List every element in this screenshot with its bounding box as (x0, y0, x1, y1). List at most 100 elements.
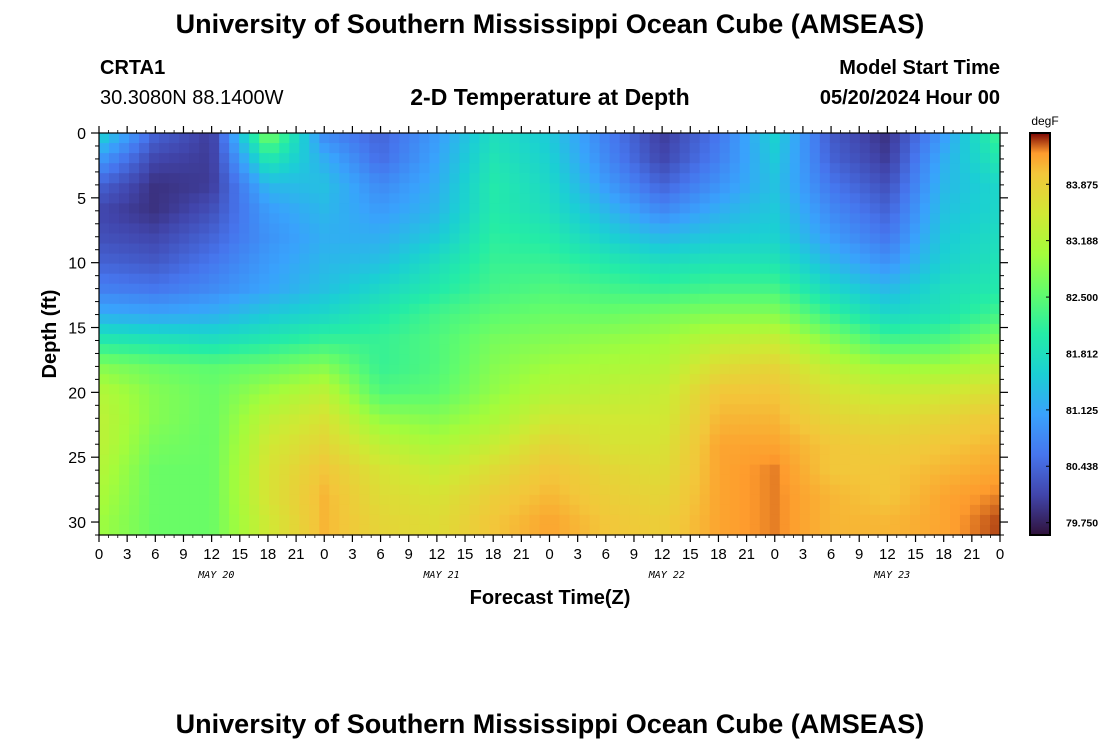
heatmap-cell (219, 454, 230, 466)
heatmap-cell (729, 253, 741, 265)
heatmap-cell (269, 273, 280, 285)
heatmap-cell (289, 364, 300, 375)
heatmap-cell (749, 394, 761, 405)
heatmap-cell (649, 354, 661, 365)
heatmap-cell (559, 273, 571, 285)
heatmap-cell (969, 213, 981, 225)
heatmap-cell (749, 233, 761, 245)
heatmap-cell (349, 243, 360, 255)
heatmap-cell (519, 414, 531, 426)
heatmap-cell (779, 223, 791, 235)
heatmap-cell (109, 203, 120, 214)
heatmap-cell (529, 223, 541, 235)
heatmap-cell (559, 354, 571, 365)
heatmap-cell (589, 464, 601, 476)
heatmap-cell (509, 444, 521, 456)
heatmap-cell (349, 494, 360, 506)
heatmap-cell (779, 514, 791, 526)
heatmap-cell (959, 374, 971, 385)
heatmap-cell (499, 474, 511, 486)
heatmap-cell (809, 444, 821, 456)
heatmap-cell (309, 414, 320, 426)
heatmap-cell (239, 223, 250, 235)
heatmap-cell (209, 394, 220, 405)
heatmap-cell (119, 364, 130, 375)
heatmap-cell (159, 344, 170, 355)
heatmap-cell (799, 173, 811, 184)
heatmap-cell (289, 454, 300, 466)
heatmap-cell (599, 414, 611, 426)
heatmap-cell (909, 233, 921, 245)
heatmap-cell (199, 464, 210, 476)
heatmap-cell (109, 404, 120, 415)
heatmap-cell (819, 494, 831, 506)
heatmap-cell (779, 524, 791, 536)
heatmap-cell (599, 323, 611, 335)
heatmap-cell (499, 173, 511, 184)
heatmap-cell (219, 474, 230, 486)
heatmap-cell (459, 524, 471, 536)
heatmap-cell (729, 193, 741, 204)
heatmap-cell (949, 424, 961, 436)
heatmap-cell (339, 143, 350, 154)
heatmap-cell (559, 504, 571, 516)
heatmap-cell (469, 484, 481, 496)
heatmap-cell (779, 163, 791, 174)
heatmap-cell (809, 344, 821, 355)
heatmap-cell (419, 163, 430, 174)
heatmap-cell (699, 484, 711, 496)
heatmap-cell (819, 354, 831, 365)
heatmap-cell (779, 203, 791, 214)
heatmap-cell (229, 434, 240, 446)
heatmap-cell (619, 133, 631, 144)
heatmap-cell (289, 303, 300, 315)
heatmap-cell (139, 334, 150, 345)
heatmap-cell (889, 163, 901, 174)
heatmap-cell (429, 303, 440, 315)
heatmap-cell (899, 404, 911, 415)
heatmap-cell (529, 323, 541, 335)
heatmap-cell (899, 484, 911, 496)
heatmap-cell (149, 454, 160, 466)
heatmap-cell (779, 303, 791, 315)
heatmap-cell (739, 524, 751, 536)
heatmap-cell (639, 323, 651, 335)
heatmap-cell (339, 404, 350, 415)
heatmap-cell (749, 484, 761, 496)
heatmap-cell (229, 454, 240, 466)
heatmap-cell (329, 253, 340, 265)
heatmap-cell (619, 183, 631, 194)
heatmap-cell (679, 344, 691, 355)
heatmap-cell (389, 323, 400, 335)
heatmap-cell (959, 514, 971, 526)
heatmap-cell (589, 374, 601, 385)
heatmap-cell (859, 364, 871, 375)
heatmap-cell (129, 364, 140, 375)
heatmap-cell (329, 243, 340, 255)
heatmap-cell (169, 223, 180, 235)
heatmap-cell (569, 334, 581, 345)
heatmap-cell (699, 283, 711, 295)
heatmap-cell (809, 414, 821, 426)
heatmap-cell (609, 454, 621, 466)
heatmap-cell (579, 243, 591, 255)
heatmap-cell (749, 193, 761, 204)
heatmap-cell (339, 273, 350, 285)
heatmap-cell (209, 303, 220, 315)
heatmap-cell (209, 203, 220, 214)
heatmap-cell (689, 354, 701, 365)
heatmap-cell (429, 293, 440, 305)
heatmap-cell (669, 273, 681, 285)
heatmap-cell (759, 474, 771, 486)
heatmap-cell (989, 243, 1001, 255)
heatmap-cell (689, 193, 701, 204)
heatmap-cell (399, 193, 410, 204)
heatmap-cell (799, 474, 811, 486)
heatmap-cell (389, 434, 400, 446)
heatmap-cell (979, 524, 991, 536)
heatmap-cell (789, 384, 801, 395)
heatmap-cell (139, 313, 150, 325)
heatmap-cell (189, 293, 200, 305)
heatmap-cell (449, 374, 460, 385)
heatmap-cell (579, 213, 591, 225)
